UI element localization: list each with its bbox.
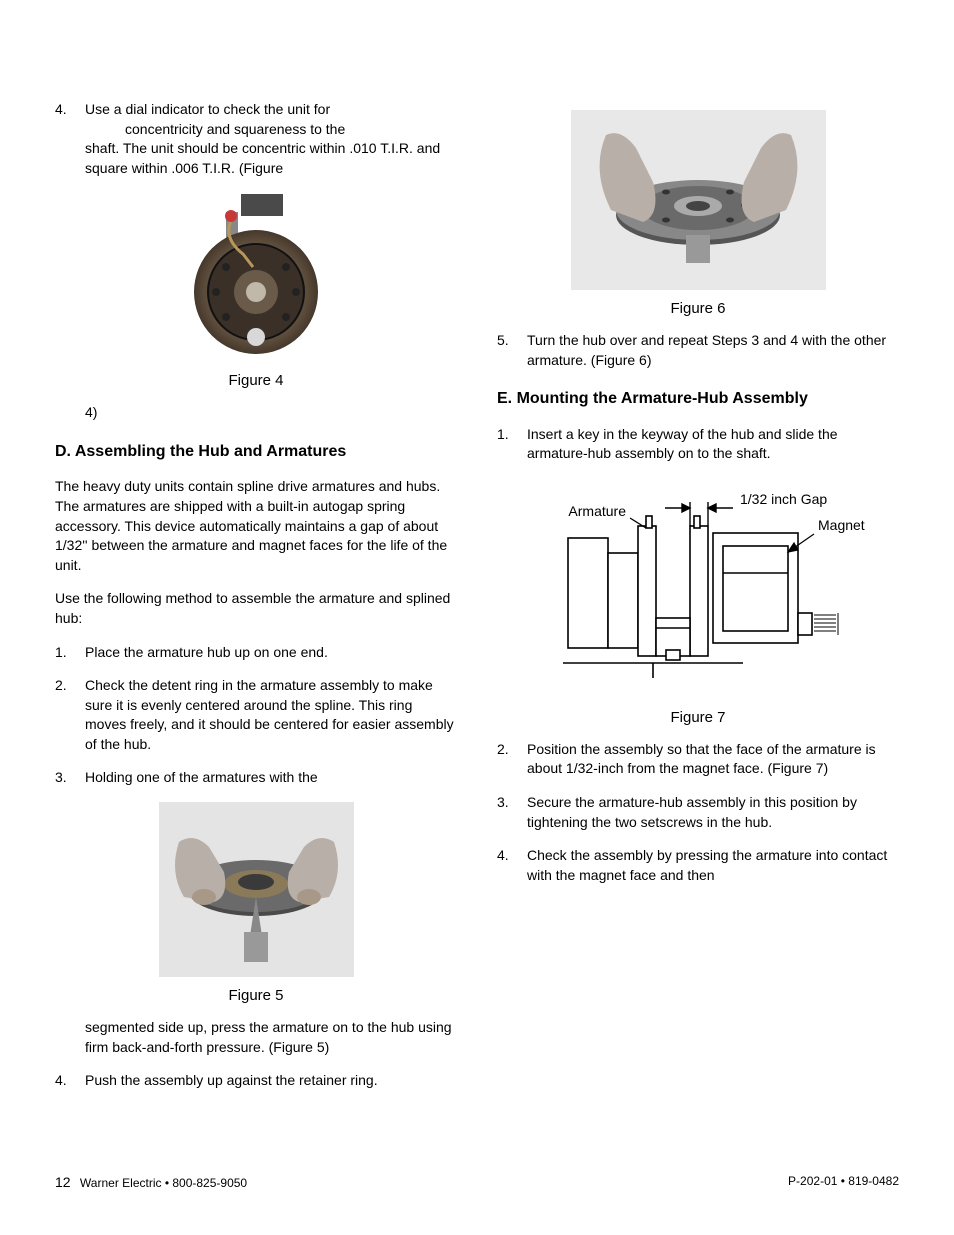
list-text: Turn the hub over and repeat Steps 3 and… (527, 332, 886, 368)
list-item: 1. Place the armature hub up on one end. (85, 643, 457, 663)
two-column-layout: 4. Use a dial indicator to check the uni… (55, 100, 899, 1105)
section-d-list-cont: 4. Push the assembly up against the reta… (55, 1071, 457, 1091)
continued-list-step5: 5. Turn the hub over and repeat Steps 3 … (497, 331, 899, 370)
page-number: 12 (55, 1174, 71, 1190)
list-item: 2. Check the detent ring in the armature… (85, 676, 457, 754)
footer-company: Warner Electric • 800-825-9050 (80, 1176, 247, 1190)
list-item: 1. Insert a key in the keyway of the hub… (527, 425, 899, 464)
list-item: 4. Push the assembly up against the reta… (85, 1071, 457, 1091)
figure-4-image (171, 192, 341, 362)
figure-7-diagram: Armature 1/32 inch Gap Magnet (518, 478, 878, 693)
page-footer: 12 Warner Electric • 800-825-9050 P-202-… (55, 1173, 899, 1193)
continued-list-top: 4. Use a dial indicator to check the uni… (55, 100, 457, 178)
list-text: Secure the armature-hub assembly in this… (527, 794, 857, 830)
list-text: Push the assembly up against the retaine… (85, 1072, 378, 1088)
figure-5-image (159, 802, 354, 977)
step-4-dial-indicator: 4. Use a dial indicator to check the uni… (85, 100, 457, 178)
section-d-para2: Use the following method to assemble the… (55, 589, 457, 628)
figure-4-caption: Figure 4 (55, 370, 457, 391)
list-number: 5. (497, 331, 509, 351)
list-text: Check the assembly by pressing the armat… (527, 847, 887, 883)
label-gap: 1/32 inch Gap (740, 491, 827, 507)
closing-paren-4: 4) (55, 403, 457, 423)
list-text: Check the detent ring in the armature as… (85, 677, 454, 752)
step-text-line2: concentricity and squareness to the (85, 120, 345, 140)
figure-5-caption: Figure 5 (55, 985, 457, 1006)
list-number: 4. (55, 1071, 67, 1091)
list-number: 3. (55, 768, 67, 788)
list-text: Place the armature hub up on one end. (85, 644, 328, 660)
figure-6-image (571, 110, 826, 290)
list-number: 4. (55, 100, 67, 120)
section-e-heading: E. Mounting the Armature-Hub Assembly (497, 388, 899, 410)
list-number: 1. (55, 643, 67, 663)
list-number: 3. (497, 793, 509, 813)
figure-4-container (55, 192, 457, 362)
post-figure-5-text: segmented side up, press the armature on… (55, 1018, 457, 1057)
section-e-list: 1. Insert a key in the keyway of the hub… (497, 425, 899, 464)
figure-7-container: Armature 1/32 inch Gap Magnet (497, 478, 899, 693)
list-number: 1. (497, 425, 509, 445)
section-d-heading: D. Assembling the Hub and Armatures (55, 441, 457, 463)
list-item: 3. Secure the armature-hub assembly in t… (527, 793, 899, 832)
list-number: 2. (55, 676, 67, 696)
list-number: 2. (497, 740, 509, 760)
list-text: Position the assembly so that the face o… (527, 741, 876, 777)
list-number: 4. (497, 846, 509, 866)
footer-left: 12 Warner Electric • 800-825-9050 (55, 1173, 247, 1193)
label-armature: Armature (568, 503, 626, 519)
step-text-line1: Use a dial indicator to check the unit f… (85, 101, 330, 117)
section-e-list-cont: 2. Position the assembly so that the fac… (497, 740, 899, 886)
list-item: 3. Holding one of the armatures with the (85, 768, 457, 788)
list-item: 5. Turn the hub over and repeat Steps 3 … (527, 331, 899, 370)
figure-7-caption: Figure 7 (497, 707, 899, 728)
step-text-rest: shaft. The unit should be concentric wit… (85, 140, 440, 176)
section-d-list: 1. Place the armature hub up on one end.… (55, 643, 457, 789)
list-item: 2. Position the assembly so that the fac… (527, 740, 899, 779)
footer-right: P-202-01 • 819-0482 (788, 1173, 899, 1193)
section-d-para1: The heavy duty units contain spline driv… (55, 477, 457, 575)
list-text: Insert a key in the keyway of the hub an… (527, 426, 838, 462)
figure-6-container (497, 110, 899, 290)
figure-5-container (55, 802, 457, 977)
figure-6-caption: Figure 6 (497, 298, 899, 319)
right-column: Figure 6 5. Turn the hub over and repeat… (497, 100, 899, 1105)
label-magnet: Magnet (818, 517, 865, 533)
list-item: 4. Check the assembly by pressing the ar… (527, 846, 899, 885)
list-text: Holding one of the armatures with the (85, 769, 318, 785)
left-column: 4. Use a dial indicator to check the uni… (55, 100, 457, 1105)
